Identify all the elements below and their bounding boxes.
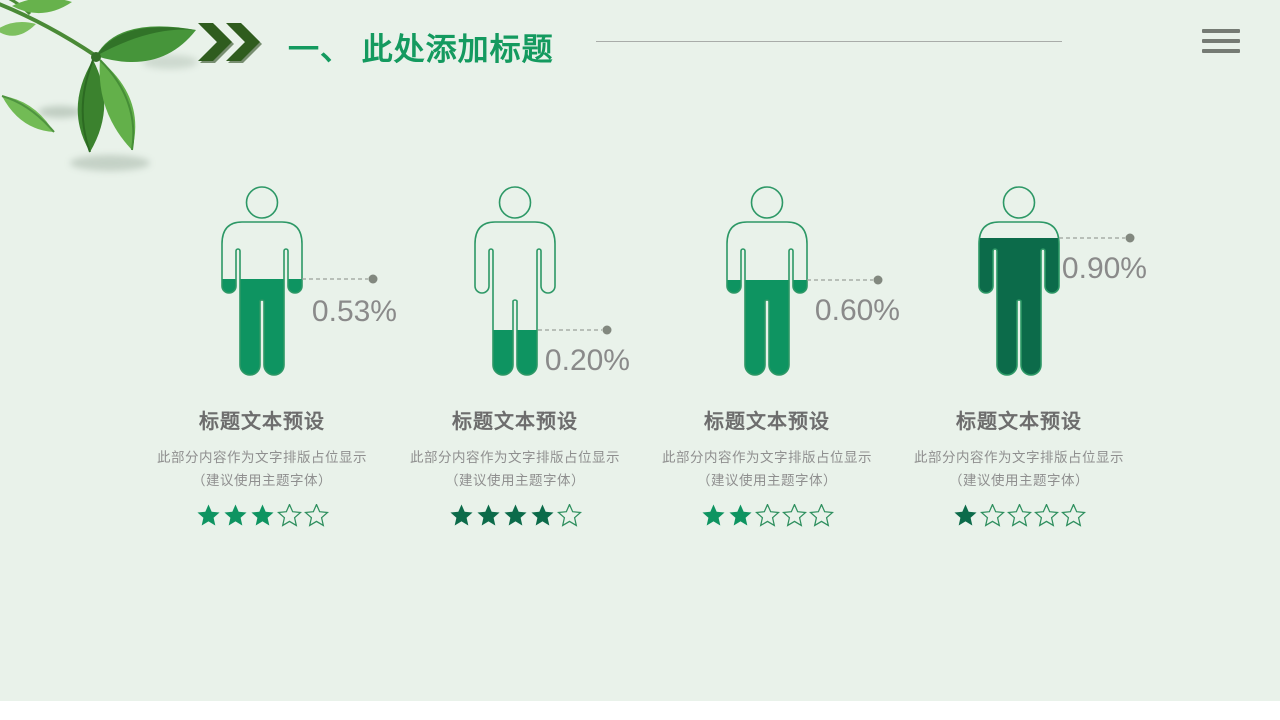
hamburger-bar (1202, 29, 1240, 33)
stat-column-3: 0.60% 标题文本预设 此部分内容作为文字排版占位显示 （建议使用主题字体） (641, 170, 900, 529)
star-outline-icon (1006, 504, 1032, 527)
block-description: 此部分内容作为文字排版占位显示 （建议使用主题字体） (641, 446, 893, 492)
person-outline (726, 221, 808, 376)
person-outline (978, 221, 1060, 376)
person-figure (221, 186, 303, 376)
star-outline-icon (754, 504, 780, 527)
slide-title: 一、 此处添加标题 (288, 32, 554, 67)
star-outline-icon (808, 504, 834, 527)
star-outline-icon (303, 504, 329, 527)
leader-dot (368, 274, 378, 284)
description-line-2: （建议使用主题字体） (445, 473, 585, 488)
star-filled-icon (196, 504, 220, 526)
double-chevron-right-icon (198, 23, 262, 63)
column-text-block: 标题文本预设 此部分内容作为文字排版占位显示 （建议使用主题字体） (893, 408, 1145, 529)
star-outline-icon (781, 504, 807, 527)
column-text-block: 标题文本预设 此部分内容作为文字排版占位显示 （建议使用主题字体） (389, 408, 641, 529)
star-outline-icon (1060, 504, 1086, 527)
star-outline-icon (276, 504, 302, 527)
star-rating (893, 504, 1145, 529)
person-outline (221, 221, 303, 376)
star-rating (136, 504, 388, 529)
person-fill (493, 330, 537, 375)
stat-column-4: 0.90% 标题文本预设 此部分内容作为文字排版占位显示 （建议使用主题字体） (893, 170, 1147, 529)
star-filled-icon (728, 504, 752, 526)
hamburger-bar (1202, 49, 1240, 53)
star-filled-icon (503, 504, 527, 526)
star-outline-icon (1033, 504, 1059, 527)
stat-column-1: 0.53% 标题文本预设 此部分内容作为文字排版占位显示 （建议使用主题字体） (136, 170, 397, 529)
person-percentage-chart: 0.60% (726, 186, 900, 376)
block-title: 标题文本预设 (956, 411, 1082, 433)
description-line-1: 此部分内容作为文字排版占位显示 (157, 450, 367, 465)
description-line-2: （建议使用主题字体） (697, 473, 837, 488)
description-line-1: 此部分内容作为文字排版占位显示 (914, 450, 1124, 465)
person-fill (727, 280, 807, 375)
block-title: 标题文本预设 (704, 411, 830, 433)
column-text-block: 标题文本预设 此部分内容作为文字排版占位显示 （建议使用主题字体） (641, 408, 893, 529)
person-figure (474, 186, 556, 376)
percent-label: 0.53% (312, 295, 397, 328)
star-filled-icon (449, 504, 473, 526)
star-outline-icon (556, 504, 582, 527)
person-head (245, 186, 279, 219)
header-divider-line (596, 41, 1062, 42)
person-head (750, 186, 784, 219)
person-outline (474, 221, 556, 376)
percent-label: 0.90% (1062, 252, 1147, 285)
leader-dot (873, 275, 883, 285)
person-percentage-chart: 0.90% (978, 186, 1147, 376)
stat-column-2: 0.20% 标题文本预设 此部分内容作为文字排版占位显示 （建议使用主题字体） (389, 170, 641, 529)
person-percentage-chart: 0.53% (221, 186, 397, 376)
leader-dot (1125, 233, 1135, 243)
star-filled-icon (250, 504, 274, 526)
star-filled-icon (530, 504, 554, 526)
star-filled-icon (953, 504, 977, 526)
star-filled-icon (223, 504, 247, 526)
person-head (1002, 186, 1036, 219)
hamburger-menu-icon[interactable] (1202, 29, 1240, 53)
block-title: 标题文本预设 (452, 411, 578, 433)
column-text-block: 标题文本预设 此部分内容作为文字排版占位显示 （建议使用主题字体） (136, 408, 388, 529)
block-description: 此部分内容作为文字排版占位显示 （建议使用主题字体） (893, 446, 1145, 492)
percent-label: 0.20% (545, 344, 630, 377)
description-line-2: （建议使用主题字体） (949, 473, 1089, 488)
star-rating (641, 504, 893, 529)
block-description: 此部分内容作为文字排版占位显示 （建议使用主题字体） (389, 446, 641, 492)
footer-strip (0, 701, 1280, 720)
person-fill (979, 238, 1059, 375)
percent-label: 0.60% (815, 294, 900, 327)
block-description: 此部分内容作为文字排版占位显示 （建议使用主题字体） (136, 446, 388, 492)
person-percentage-chart: 0.20% (474, 186, 630, 377)
description-line-1: 此部分内容作为文字排版占位显示 (662, 450, 872, 465)
watercolor-leaf-branch-icon (0, 0, 198, 171)
description-line-2: （建议使用主题字体） (192, 473, 332, 488)
star-rating (389, 504, 641, 529)
description-line-1: 此部分内容作为文字排版占位显示 (410, 450, 620, 465)
star-filled-icon (476, 504, 500, 526)
person-fill (222, 279, 302, 375)
star-outline-icon (979, 504, 1005, 527)
person-head (498, 186, 532, 219)
person-figure (726, 186, 808, 376)
person-figure (978, 186, 1060, 376)
star-filled-icon (701, 504, 725, 526)
hamburger-bar (1202, 39, 1240, 43)
block-title: 标题文本预设 (199, 411, 325, 433)
leader-dot (602, 325, 612, 335)
